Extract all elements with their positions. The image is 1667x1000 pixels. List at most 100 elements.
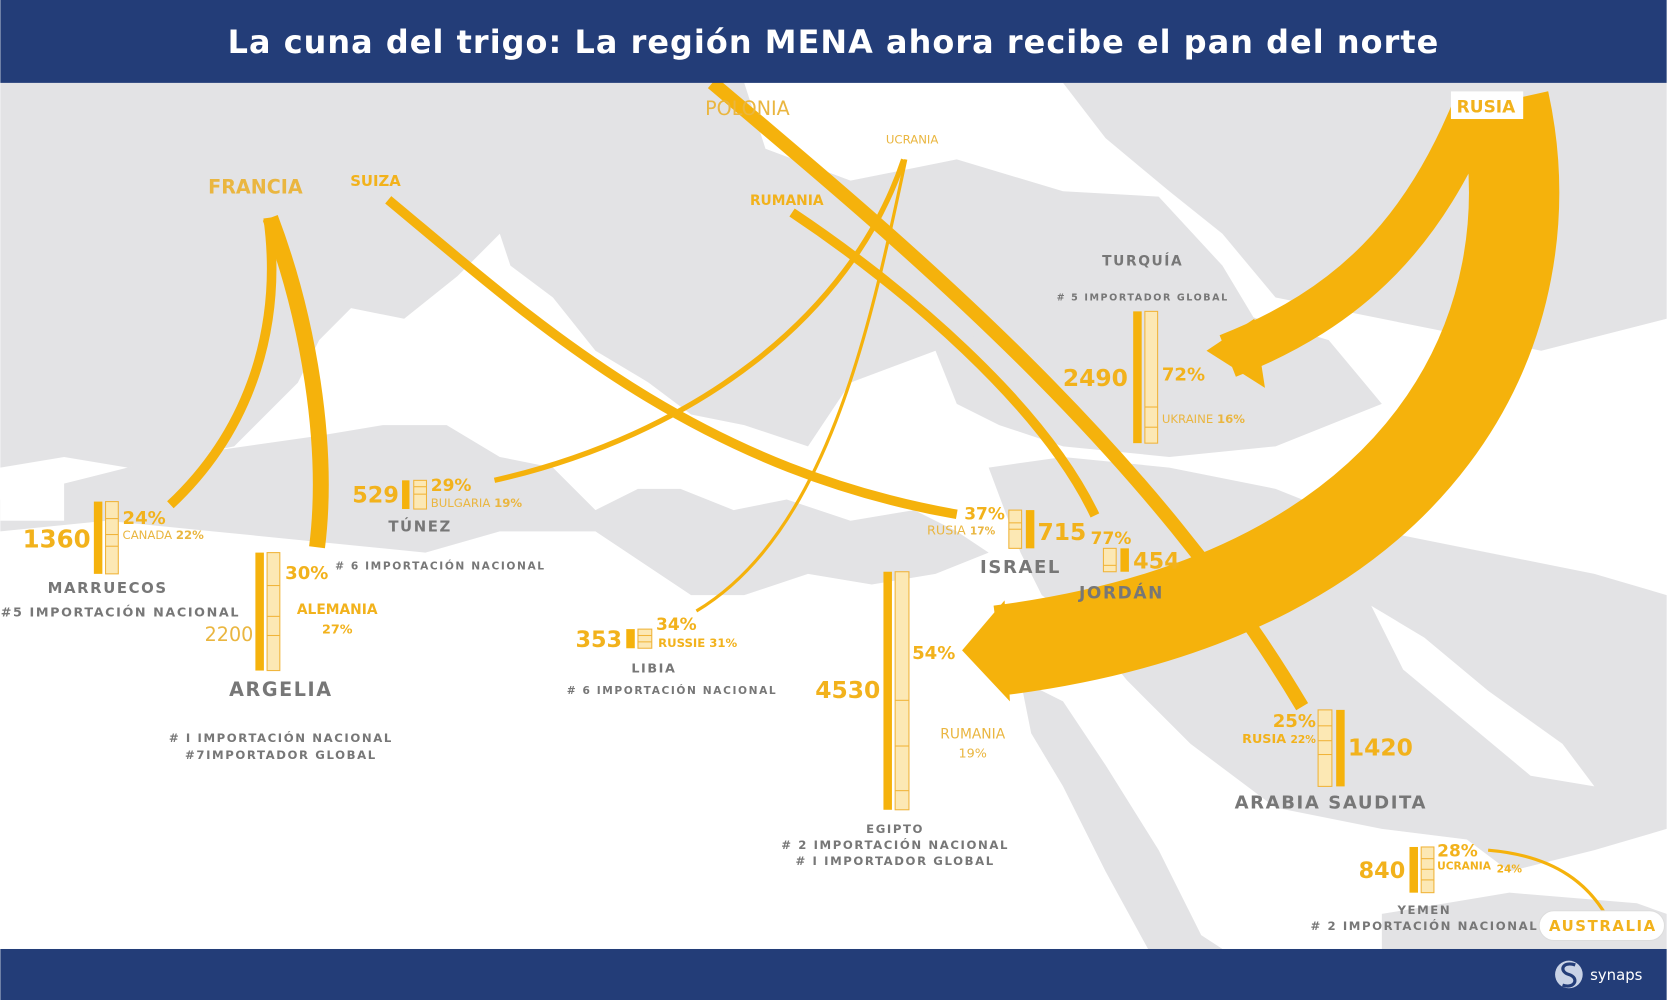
volume: 2200 bbox=[205, 623, 254, 646]
country-name: ARABIA SAUDITA bbox=[1235, 793, 1428, 814]
rank-global: # I IMPORTADOR GLOBAL bbox=[796, 854, 995, 868]
volume: 1420 bbox=[1348, 734, 1413, 762]
land-red-sea-coast bbox=[1020, 680, 1223, 949]
rank: # I IMPORTACIÓN NACIONAL bbox=[169, 730, 393, 745]
supplier-share-bar bbox=[1317, 709, 1333, 787]
volume: 353 bbox=[575, 627, 622, 653]
sea-gulf bbox=[1371, 605, 1595, 787]
supplier-polonia: POLONIA bbox=[705, 97, 790, 120]
country-name: ISRAEL bbox=[980, 557, 1061, 578]
synaps-logo-text: synaps bbox=[1590, 966, 1642, 984]
second-supplier: CANADA 22% bbox=[123, 528, 205, 542]
top-pct: 54% bbox=[912, 643, 955, 664]
supplier-share-bar bbox=[266, 552, 281, 672]
flow-suiza-israel bbox=[385, 196, 958, 520]
top-pct: 30% bbox=[285, 563, 328, 584]
country-name: JORDÁN bbox=[1078, 581, 1164, 603]
rank: # 6 IMPORTACIÓN NACIONAL bbox=[567, 684, 778, 697]
supplier-share-bar bbox=[1144, 310, 1159, 444]
top-pct: 37% bbox=[964, 505, 1005, 525]
note: # 6 IMPORTACIÓN NACIONAL bbox=[335, 560, 546, 573]
country-egipto: 54% 4530 RUMANIA 19% EGIPTO # 2 IMPORTAC… bbox=[781, 571, 1009, 868]
import-bar bbox=[255, 552, 264, 671]
second-supplier: RUMANIA bbox=[940, 727, 1005, 743]
rank: # 2 IMPORTACIÓN NACIONAL bbox=[1310, 918, 1538, 933]
land-north-africa bbox=[0, 425, 989, 596]
page-title: La cuna del trigo: La región MENA ahora … bbox=[228, 23, 1440, 61]
flow-francia-marruecos bbox=[167, 217, 277, 509]
top-pct: 25% bbox=[1273, 711, 1316, 732]
arrowhead-turquia bbox=[1206, 318, 1265, 388]
second-pct: 24% bbox=[1497, 862, 1523, 875]
second-supplier: BULGARIA 19% bbox=[431, 496, 523, 510]
country-name: MARRUECOS bbox=[48, 579, 168, 597]
supplier-suiza: SUIZA bbox=[350, 172, 401, 190]
country-name: TÚNEZ bbox=[388, 517, 452, 535]
rank: # 5 IMPORTADOR GLOBAL bbox=[1057, 293, 1229, 304]
arrowhead-egipto bbox=[962, 600, 1010, 702]
supplier-rumania: RUMANIA bbox=[750, 193, 824, 209]
import-bar bbox=[1025, 510, 1035, 549]
supplier-share-bar bbox=[637, 628, 653, 649]
country-jordan: 77% 454 JORDÁN bbox=[1078, 529, 1180, 603]
synaps-logo: synaps bbox=[1555, 960, 1643, 989]
country-name: LIBIA bbox=[631, 662, 676, 677]
volume: 529 bbox=[352, 483, 399, 509]
country-turquia: TURQUÍA # 5 IMPORTADOR GLOBAL 2490 72% U… bbox=[1057, 253, 1245, 444]
country-libia: 353 34% RUSSIE 31% LIBIA # 6 IMPORTACIÓN… bbox=[567, 615, 778, 697]
volume: 715 bbox=[1038, 518, 1087, 546]
supplier-share-bar bbox=[105, 501, 119, 575]
country-marruecos: 1360 24% CANADA 22% MARRUECOS #5 IMPORTA… bbox=[1, 501, 240, 620]
second-pct: 27% bbox=[322, 622, 353, 637]
top-pct: 34% bbox=[656, 615, 697, 635]
import-bar bbox=[626, 629, 635, 649]
volume: 1360 bbox=[23, 524, 91, 553]
top-pct: 77% bbox=[1091, 529, 1132, 549]
trade-flows bbox=[167, 77, 1618, 936]
flow-rumania-jordan bbox=[789, 208, 1100, 518]
country-name: ARGELIA bbox=[229, 678, 332, 701]
volume: 454 bbox=[1133, 549, 1180, 575]
import-bar bbox=[93, 501, 103, 574]
second-supplier: ALEMANIA bbox=[297, 602, 378, 618]
top-pct: 24% bbox=[123, 508, 166, 529]
header-bar bbox=[0, 0, 1667, 83]
sea-red bbox=[1063, 637, 1276, 949]
top-pct: 28% bbox=[1437, 842, 1478, 862]
flow-francia-argelia bbox=[262, 215, 329, 549]
second-supplier: RUSIA 22% bbox=[1242, 732, 1316, 747]
import-bar bbox=[883, 571, 892, 810]
supplier-francia: FRANCIA bbox=[208, 175, 303, 198]
rank: # 2 IMPORTACIÓN NACIONAL bbox=[781, 837, 1009, 852]
country-arabia-saudita: 25% RUSIA 22% 1420 ARABIA SAUDITA bbox=[1235, 709, 1428, 814]
country-yemen: 840 28% UCRANIA 24% YEMEN # 2 IMPORTACIÓ… bbox=[1310, 842, 1538, 933]
country-tunez: 529 29% BULGARIA 19% TÚNEZ bbox=[352, 476, 522, 535]
import-bar bbox=[1409, 846, 1418, 893]
second-supplier: UKRAINE 16% bbox=[1162, 412, 1245, 426]
country-argelia: 30% # 6 IMPORTACIÓN NACIONAL ALEMANIA 27… bbox=[169, 552, 546, 762]
country-israel: 37% RUSIA 17% 715 ISRAEL bbox=[927, 505, 1086, 578]
import-bar bbox=[1120, 548, 1129, 572]
land-europe bbox=[0, 82, 1255, 468]
top-pct: 72% bbox=[1162, 364, 1205, 385]
rank-global: #7IMPORTADOR GLOBAL bbox=[185, 748, 377, 762]
supplier-australia-pill bbox=[1538, 910, 1666, 942]
second-supplier: RUSIA 17% bbox=[927, 524, 996, 539]
country-name: YEMEN bbox=[1396, 903, 1451, 917]
top-pct: 29% bbox=[431, 476, 472, 496]
rank: #5 IMPORTACIÓN NACIONAL bbox=[1, 604, 240, 620]
flow-rusia-egipto bbox=[993, 91, 1560, 696]
supplier-ucrania: UCRANIA bbox=[886, 132, 938, 146]
volume: 4530 bbox=[815, 676, 880, 704]
flow-rusia-turquia bbox=[1219, 92, 1499, 377]
supplier-share-bar bbox=[894, 571, 910, 811]
import-bar bbox=[1336, 709, 1345, 787]
import-bar bbox=[402, 480, 410, 510]
volume: 840 bbox=[1359, 858, 1406, 884]
second-supplier: UCRANIA bbox=[1437, 859, 1492, 872]
supplier-rusia: RUSIA bbox=[1457, 98, 1516, 118]
second-pct: 19% bbox=[959, 747, 987, 762]
country-name: EGIPTO bbox=[866, 822, 924, 836]
supplier-australia: AUSTRALIA bbox=[1549, 917, 1657, 935]
